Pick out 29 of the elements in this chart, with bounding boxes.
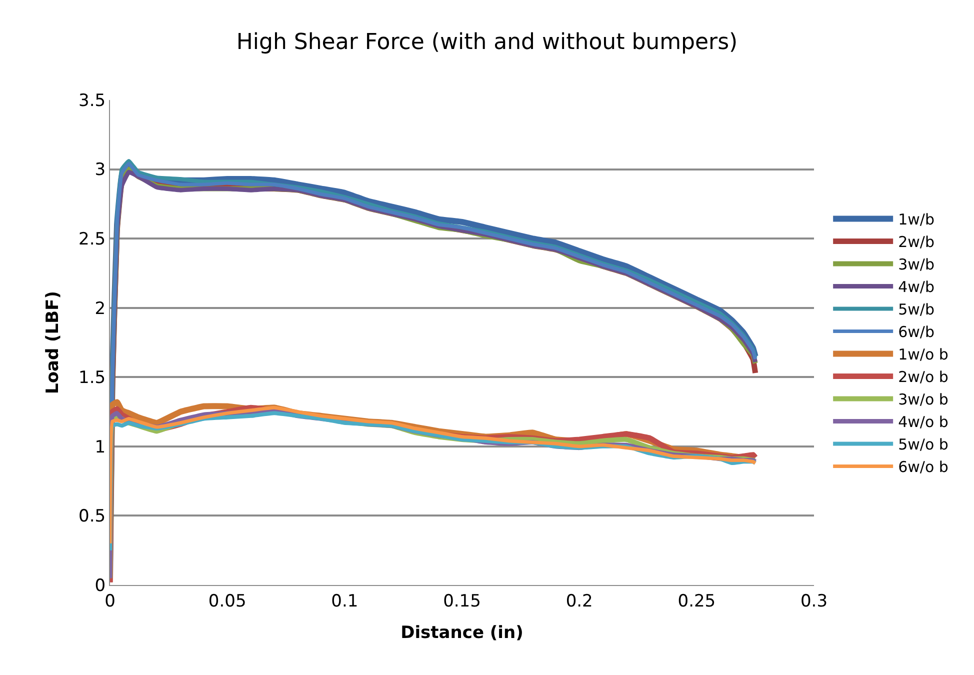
legend-label: 1w/o b <box>898 346 948 364</box>
y-tick-label: 1 <box>94 437 106 458</box>
y-tick-label: 3.5 <box>78 90 106 111</box>
x-tick-label: 0.15 <box>443 591 481 612</box>
legend-label: 5w/o b <box>898 436 948 454</box>
legend-label: 6w/o b <box>898 458 948 476</box>
legend-label: 3w/o b <box>898 390 948 409</box>
legend-label: 1w/b <box>898 210 934 229</box>
x-tick-label: 0.3 <box>800 591 828 612</box>
x-tick-label: 0.2 <box>566 591 593 612</box>
chart-title: High Shear Force (with and without bumpers) <box>236 30 738 56</box>
legend-label: 6w/b <box>898 323 934 342</box>
x-tick-label: 0.05 <box>208 591 246 612</box>
x-tick-label: 0.25 <box>678 591 716 612</box>
y-tick-label: 2.5 <box>78 230 106 250</box>
y-tick-label: 2 <box>94 298 106 319</box>
y-tick-label: 1.5 <box>78 368 106 388</box>
y-tick-label: 3 <box>94 160 106 180</box>
y-tick-label: 0 <box>94 576 106 596</box>
legend-label: 2w/o b <box>898 368 948 386</box>
y-tick-label: 0.5 <box>78 506 106 527</box>
legend-label: 5w/b <box>898 300 934 319</box>
x-tick-label: 0.1 <box>331 591 358 612</box>
legend-label: 4w/o b <box>898 413 948 432</box>
legend-label: 3w/b <box>898 256 934 274</box>
x-axis-title: Distance (in) <box>400 622 524 643</box>
legend-label: 2w/b <box>898 233 934 252</box>
legend-label: 4w/b <box>898 278 934 296</box>
y-axis-title: Load (LBF) <box>43 290 64 394</box>
